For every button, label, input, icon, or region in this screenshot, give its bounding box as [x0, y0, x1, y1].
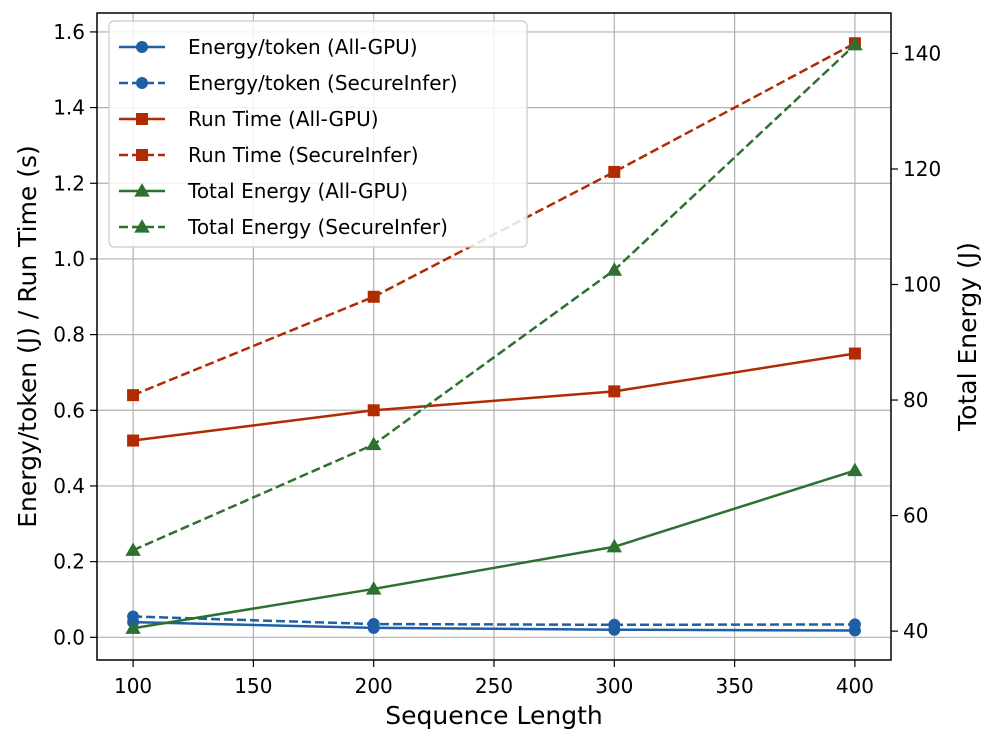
- series-2: [127, 347, 861, 447]
- data-point: [125, 542, 141, 556]
- data-point: [608, 385, 621, 398]
- x-tick-label: 100: [114, 674, 152, 698]
- legend-entry-label: Total Energy (All-GPU): [187, 179, 408, 203]
- data-point: [365, 436, 382, 451]
- y-right-tick-label: 40: [903, 619, 928, 643]
- data-point: [127, 434, 140, 447]
- legend-swatch-marker: [136, 113, 148, 125]
- data-point: [848, 347, 861, 360]
- y-left-tick-label: 1.2: [53, 171, 85, 195]
- x-tick-label: 200: [355, 674, 393, 698]
- legend-entry-label: Run Time (SecureInfer): [188, 143, 419, 167]
- y-axis-left-label: Energy/token (J) / Run Time (s): [13, 145, 42, 528]
- data-point: [125, 620, 141, 634]
- legend-entry-label: Run Time (All-GPU): [188, 107, 379, 131]
- y-left-tick-label: 0.4: [53, 474, 85, 498]
- y-right-tick-label: 60: [903, 504, 928, 528]
- series-4: [125, 462, 863, 634]
- y-left-tick-label: 1.6: [53, 20, 85, 44]
- ticks-layer: 100 150 200 250 300 350 400 0.0 0.2 0.4 0.6 0.8 1.0 1…: [53, 20, 941, 698]
- x-tick-label: 350: [716, 674, 754, 698]
- y-right-tick-label: 100: [903, 273, 941, 297]
- legend-box: [108, 20, 528, 248]
- y-left-tick-label: 1.0: [53, 247, 85, 271]
- series-line: [132, 352, 856, 442]
- y-left-tick-label: 0.8: [53, 323, 85, 347]
- data-point: [847, 462, 863, 477]
- series-line: [132, 43, 856, 552]
- legend-swatch-marker: [136, 149, 148, 161]
- legend-swatch-marker: [136, 41, 148, 53]
- data-point: [608, 165, 621, 178]
- series-line: [132, 469, 856, 630]
- data-point: [608, 618, 621, 631]
- data-point: [367, 290, 380, 303]
- series-5: [125, 36, 863, 556]
- y-right-tick-label: 80: [903, 388, 928, 412]
- data-point: [606, 262, 623, 276]
- legend-entry-label: Energy/token (All-GPU): [188, 35, 418, 59]
- y-axis-right-label: Total Energy (J): [953, 242, 982, 432]
- data-point: [606, 538, 623, 553]
- y-left-tick-label: 0.0: [53, 625, 85, 649]
- data-point: [367, 404, 380, 417]
- legend: Energy/token (All-GPU) Energy/token (Secu…: [108, 20, 528, 248]
- data-point: [848, 618, 861, 631]
- series-1: [127, 610, 861, 631]
- series-line: [133, 620, 855, 632]
- legend-swatch-marker: [134, 183, 150, 197]
- y-right-tick-label: 140: [903, 41, 941, 65]
- data-point: [367, 618, 380, 631]
- x-tick-label: 400: [836, 674, 874, 698]
- y-left-tick-label: 0.2: [53, 550, 85, 574]
- y-left-tick-label: 0.6: [53, 398, 85, 422]
- data-point: [127, 610, 140, 623]
- legend-entry-label: Total Energy (SecureInfer): [187, 215, 448, 239]
- x-tick-label: 300: [595, 674, 633, 698]
- x-axis-label: Sequence Length: [385, 701, 603, 730]
- data-point: [365, 581, 382, 595]
- x-tick-label: 250: [475, 674, 513, 698]
- data-point: [847, 36, 863, 51]
- legend-entry-label: Energy/token (SecureInfer): [188, 71, 458, 95]
- y-right-tick-label: 120: [903, 157, 941, 181]
- legend-swatch-marker: [136, 77, 148, 89]
- data-point: [127, 389, 140, 402]
- x-tick-label: 150: [234, 674, 272, 698]
- y-left-tick-label: 1.4: [53, 96, 85, 120]
- series-line: [133, 615, 855, 627]
- legend-swatch-marker: [134, 219, 150, 233]
